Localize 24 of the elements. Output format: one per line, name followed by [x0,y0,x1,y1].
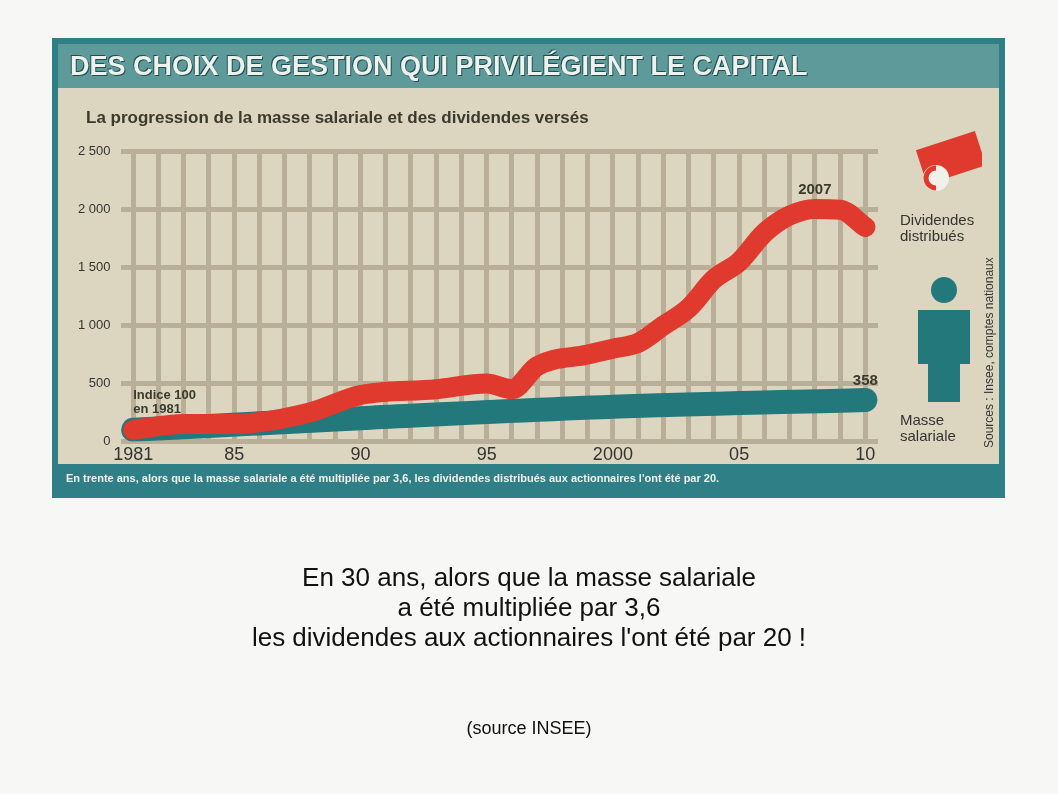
text: Masse salariale [900,411,956,444]
x-tick-label: 1981 [113,444,154,465]
x-tick-label: 05 [729,444,750,465]
x-tick-label: 2000 [592,444,633,465]
text: (source INSEE) [465,718,593,739]
x-tick-label: 90 [350,444,371,465]
x-tick-label: 95 [476,444,497,465]
data-label: 2007 [798,179,832,197]
x-tick-label: 85 [224,444,245,465]
x-tick-label: 10 [855,444,876,465]
text: Dividendes distribués [900,211,976,244]
chart-subtitle: La progression de la masse salariale et des dividendes versés [86,108,589,128]
annotation: Indice 100 en 1981 [133,386,197,416]
source-note: Sources : Insee, comptes nationaux [982,257,996,448]
text: En trente ans, alors que la masse salariale a été multipliée par 3,6, les dividendes distribués aux actionnaires l'ont été par 20. [58,464,999,492]
chart-title: DES CHOIX DE GESTION QUI PRIVILÉGIENT LE CAPITAL [58,44,999,88]
y-tick-label: 500 [88,375,111,391]
data-label: 358 [852,370,878,388]
y-tick-label: 2 500 [77,143,111,159]
y-tick-label: 1 500 [77,259,111,275]
y-tick-label: 0 [103,432,111,448]
text: En 30 ans, alors que la masse salariale a été multipliée par 3,6 les dividendes aux actionnaires l'ont été par 20 ! [250,562,808,652]
y-tick-label: 2 000 [77,201,111,217]
y-tick-label: 1 000 [77,317,111,333]
